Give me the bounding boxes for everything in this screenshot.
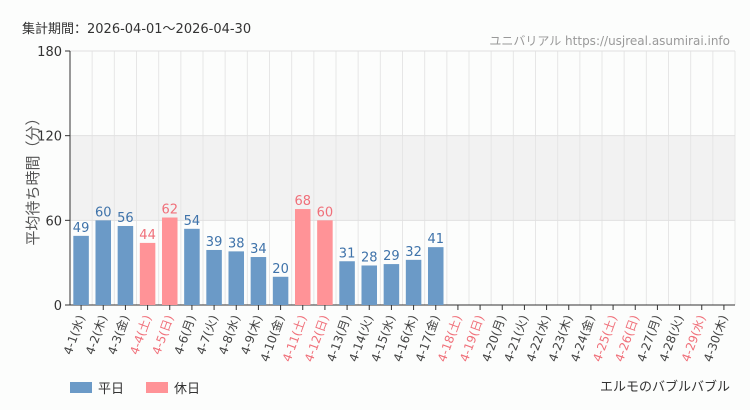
- data-label: 34: [250, 242, 267, 257]
- site-credit: ユニバリアル https://usjreal.asumirai.info: [489, 34, 730, 48]
- bar: [206, 249, 222, 305]
- bar: [339, 261, 355, 305]
- legend-label: 平日: [98, 382, 125, 397]
- data-label: 68: [294, 194, 311, 209]
- data-label: 60: [95, 205, 112, 220]
- bar: [117, 225, 134, 305]
- period-label: 集計期間：2026-04-01〜2026-04-30: [22, 22, 252, 37]
- bar: [317, 220, 333, 305]
- data-label: 28: [361, 250, 378, 265]
- bar: [139, 242, 156, 305]
- bar: [184, 228, 200, 305]
- data-label: 29: [383, 249, 400, 264]
- data-label: 38: [228, 236, 245, 251]
- bar: [427, 247, 444, 305]
- attraction-name: エルモのバブルバブル: [599, 380, 730, 395]
- data-label: 41: [427, 232, 444, 247]
- bar: [250, 257, 267, 305]
- data-label: 56: [117, 211, 134, 226]
- data-label: 62: [161, 203, 178, 218]
- bar: [161, 217, 178, 305]
- legend-label: 休日: [174, 382, 201, 397]
- data-label: 60: [317, 205, 334, 220]
- data-label: 31: [339, 246, 356, 261]
- y-tick-label: 60: [45, 214, 62, 229]
- y-tick-label: 0: [54, 299, 62, 314]
- data-label: 49: [73, 221, 90, 236]
- y-axis-label: 平均待ち時間（分）: [24, 110, 42, 245]
- data-label: 54: [184, 214, 201, 229]
- data-label: 39: [206, 235, 223, 250]
- bar: [272, 276, 289, 305]
- bar: [95, 220, 112, 305]
- bar: [383, 264, 400, 305]
- bar: [361, 265, 378, 305]
- legend-swatch: [70, 382, 92, 393]
- legend-item-holiday[interactable]: 休日: [146, 378, 200, 397]
- legend: 平日 休日: [70, 378, 200, 397]
- bar: [294, 209, 311, 305]
- bar: [405, 259, 422, 305]
- y-tick-label: 120: [37, 130, 62, 145]
- legend-item-weekday[interactable]: 平日: [70, 378, 124, 397]
- data-label: 44: [139, 228, 156, 243]
- data-label: 20: [272, 262, 289, 277]
- bar: [73, 235, 89, 305]
- data-label: 32: [405, 245, 422, 260]
- bar: [228, 251, 245, 305]
- legend-swatch: [146, 382, 169, 393]
- y-tick-label: 180: [37, 45, 62, 60]
